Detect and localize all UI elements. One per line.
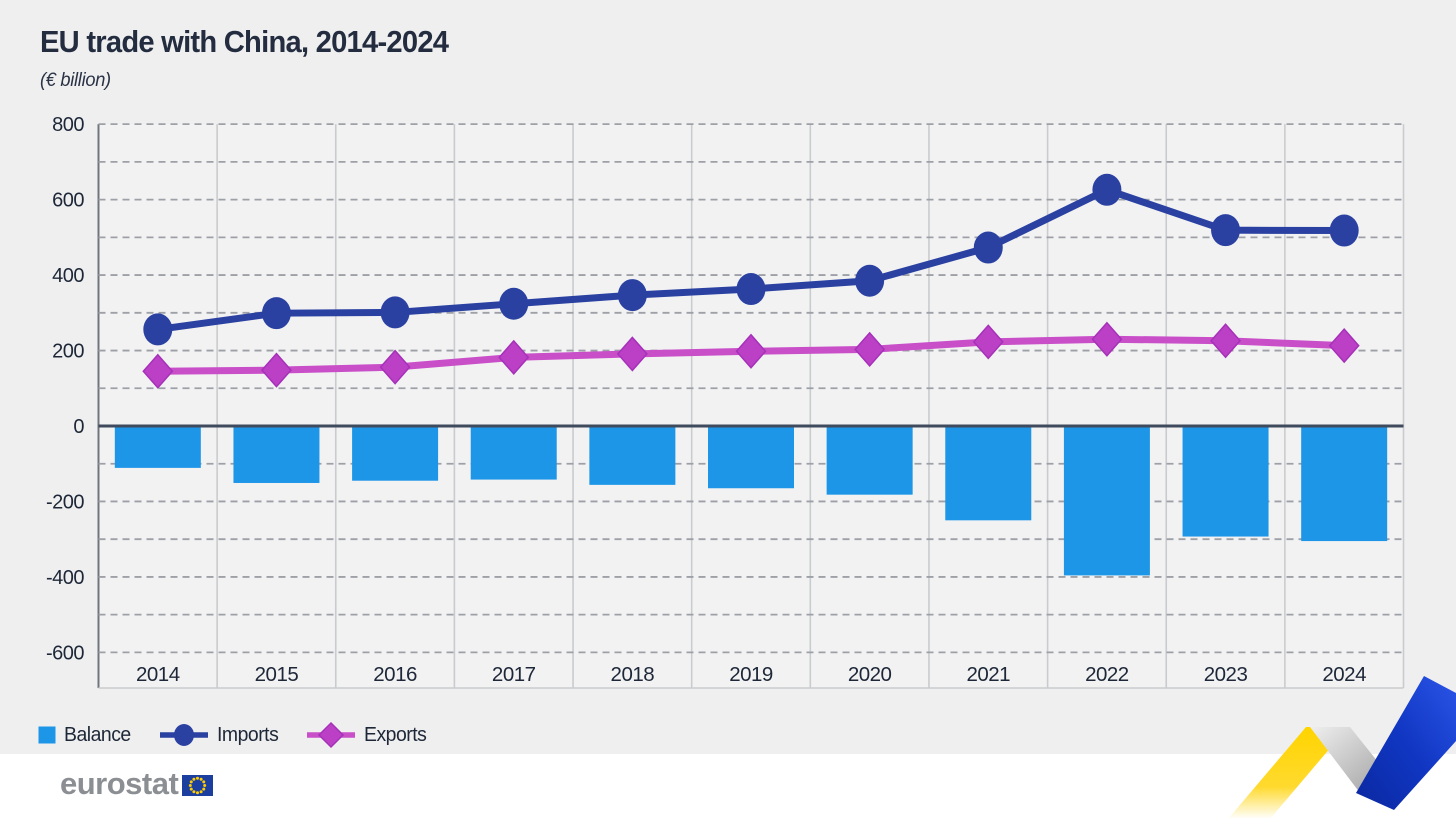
svg-text:2018: 2018 xyxy=(611,663,655,686)
svg-text:2024: 2024 xyxy=(1322,663,1366,686)
imports-line-circle-icon xyxy=(159,724,208,746)
chart-canvas: -600 -400 -200 0 200 400 600 800 2014 2015 2016 201… xyxy=(46,114,1405,689)
eurostat-logo-text: eurostat xyxy=(60,766,179,801)
eu-flag-icon xyxy=(182,774,214,796)
trade-chart: -600 -400 -200 0 200 400 600 800 2014 2015 2016 201… xyxy=(46,114,1405,689)
svg-text:2019: 2019 xyxy=(729,663,773,686)
svg-text:-200: -200 xyxy=(46,491,84,513)
page-title: EU trade with China, 2014-2024 xyxy=(40,24,449,59)
eurostat-logo: eurostat xyxy=(60,766,214,801)
svg-text:2016: 2016 xyxy=(373,663,417,686)
svg-text:400: 400 xyxy=(52,265,84,287)
legend-label-exports: Exports xyxy=(363,723,427,746)
svg-text:0: 0 xyxy=(73,416,84,438)
chart-subtitle: (€ billion) xyxy=(40,70,111,91)
svg-text:2023: 2023 xyxy=(1204,663,1248,686)
decorative-ribbon xyxy=(1228,676,1456,819)
legend-label-balance: Balance xyxy=(64,723,131,746)
svg-text:2020: 2020 xyxy=(848,663,892,686)
legend-item-balance: Balance xyxy=(38,724,133,747)
svg-text:-600: -600 xyxy=(46,642,84,664)
svg-text:800: 800 xyxy=(52,114,84,136)
ribbon-blue-segment xyxy=(1356,676,1456,810)
svg-text:2021: 2021 xyxy=(966,663,1010,686)
svg-text:600: 600 xyxy=(52,190,84,212)
balance-swatch-icon xyxy=(38,726,56,744)
svg-text:-400: -400 xyxy=(46,567,84,589)
legend-label-imports: Imports xyxy=(216,723,279,746)
exports-line-diamond-icon xyxy=(306,721,355,749)
svg-text:2015: 2015 xyxy=(255,663,299,686)
svg-text:2022: 2022 xyxy=(1085,663,1129,686)
svg-text:2017: 2017 xyxy=(492,663,536,686)
legend-item-imports: Imports xyxy=(159,722,280,748)
svg-text:200: 200 xyxy=(52,341,84,363)
legend: Balance Imports Exports xyxy=(38,720,454,750)
footer-strip xyxy=(0,754,1456,819)
svg-text:2014: 2014 xyxy=(136,663,180,686)
ribbon-yellow-segment xyxy=(1228,727,1348,819)
legend-item-exports: Exports xyxy=(306,721,428,749)
